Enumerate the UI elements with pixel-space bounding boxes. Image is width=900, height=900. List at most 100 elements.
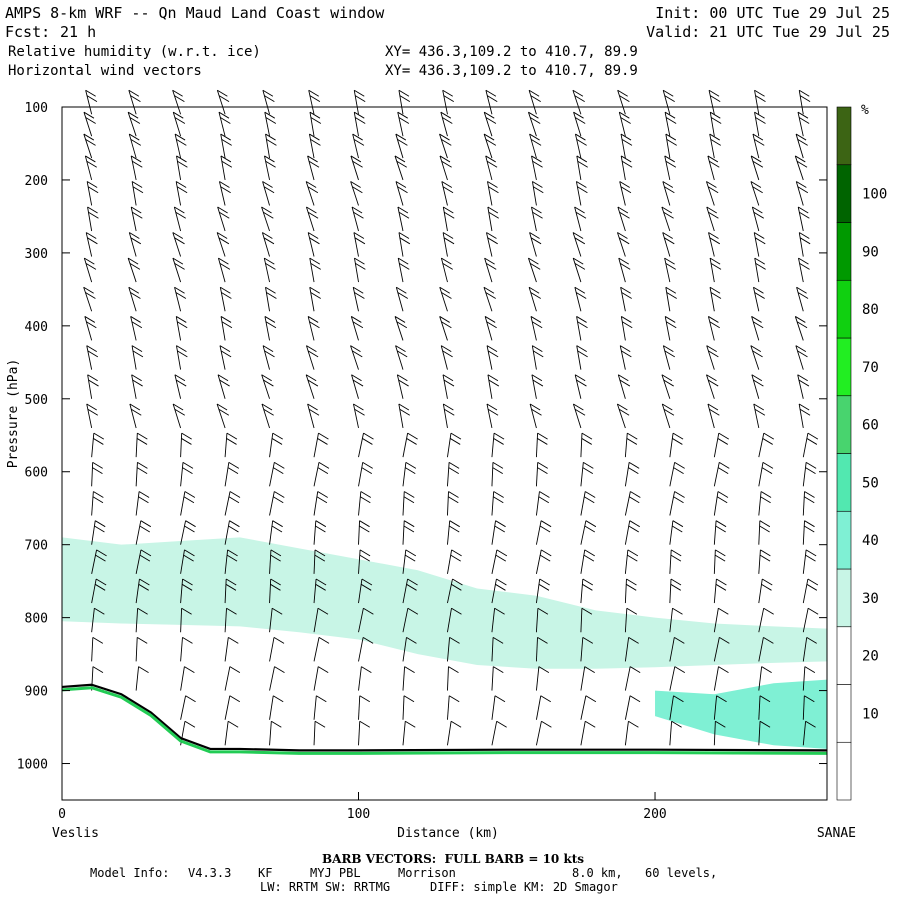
wind-barb-flag xyxy=(799,232,810,239)
wind-barb-flag xyxy=(487,206,499,214)
wind-barb-shaft xyxy=(351,206,359,232)
wind-barb-flag xyxy=(574,237,586,245)
wind-barb-shaft xyxy=(85,232,93,257)
wind-barb-flag xyxy=(354,257,365,265)
wind-barb-shaft xyxy=(358,637,364,662)
wind-barb-shaft xyxy=(91,578,97,604)
wind-barb-flag xyxy=(530,316,542,323)
wind-barb-shaft xyxy=(224,637,229,662)
wind-barb-shaft xyxy=(661,206,671,232)
wind-barb-shaft xyxy=(662,345,671,370)
wind-barb-flag xyxy=(799,211,810,219)
wind-barb-flag xyxy=(403,695,415,703)
wind-barb-shaft xyxy=(580,721,586,746)
wind-barb-flag xyxy=(397,206,409,214)
wind-barb-shaft xyxy=(669,721,673,746)
wind-barb-shaft xyxy=(91,491,94,516)
wind-barb-flag xyxy=(575,292,587,299)
wind-barb-flag xyxy=(665,160,677,168)
wind-barb-flag xyxy=(582,578,594,586)
wind-barb-flag xyxy=(363,432,374,440)
wind-barb-shaft xyxy=(706,181,715,206)
wind-barb-flag xyxy=(576,316,587,323)
wind-barb-shaft xyxy=(264,112,270,137)
wind-barb-flag xyxy=(87,350,99,358)
wind-barb-flag xyxy=(88,379,99,387)
colorbar-segment xyxy=(836,337,852,397)
wind-barb-flag xyxy=(318,461,330,469)
wind-barb-flag xyxy=(175,379,187,387)
wind-barb-shaft xyxy=(624,520,631,545)
wind-barb-flag xyxy=(359,720,370,728)
wind-barb-shaft xyxy=(713,520,717,545)
wind-barb-flag xyxy=(577,186,588,194)
wind-barb-flag xyxy=(87,408,99,416)
wind-barb-shaft xyxy=(309,112,315,137)
wind-barb-flag xyxy=(307,316,319,323)
wind-barb-flag xyxy=(229,666,241,673)
wind-barb-shaft xyxy=(135,520,142,545)
wind-barb-shaft xyxy=(535,608,539,633)
wind-barb-shaft xyxy=(216,90,226,115)
wind-barb-flag xyxy=(227,720,239,728)
wind-barb-shaft xyxy=(754,257,760,283)
wind-barb-flag xyxy=(618,408,630,416)
wind-barb-shaft xyxy=(224,579,227,604)
wind-barb-flag xyxy=(87,237,98,245)
wind-barb-shaft xyxy=(439,316,448,341)
wind-barb-flag xyxy=(753,211,765,219)
wind-barb-shaft xyxy=(174,133,182,159)
wind-barb-flag xyxy=(217,206,228,214)
wind-barb-flag xyxy=(317,607,329,615)
wind-barb-shaft xyxy=(447,549,453,574)
wind-barb-shaft xyxy=(358,695,361,720)
wind-barb-flag xyxy=(540,549,552,557)
wind-barb-flag xyxy=(306,206,317,214)
wind-barb-flag xyxy=(216,403,228,411)
wind-barb-shaft xyxy=(491,637,494,662)
wind-barb-flag xyxy=(85,232,97,239)
wind-barb-shaft xyxy=(669,579,672,604)
wind-barb-flag xyxy=(663,379,674,387)
wind-barb-flag xyxy=(363,607,374,615)
wind-barb-flag xyxy=(806,438,818,445)
wind-barb-flag xyxy=(449,637,460,644)
wind-barb-flag xyxy=(484,111,495,119)
wind-barb-shaft xyxy=(707,403,715,429)
wind-barb-shaft xyxy=(485,155,493,181)
wind-barb-flag xyxy=(710,138,721,146)
wind-barb-flag xyxy=(127,111,139,119)
wind-barb-shaft xyxy=(135,549,142,574)
wind-barb-flag xyxy=(359,549,371,557)
wind-barb-flag xyxy=(529,117,541,124)
wind-barb-shaft xyxy=(580,491,586,516)
wind-barb-flag xyxy=(805,549,817,557)
wind-barb-shaft xyxy=(447,520,451,545)
wind-barb-flag xyxy=(755,117,766,124)
wind-barb-flag xyxy=(629,666,641,673)
wind-barb-flag xyxy=(496,549,508,557)
wind-barb-shaft xyxy=(447,462,450,487)
wind-barb-flag xyxy=(128,286,140,294)
wind-barb-flag xyxy=(572,89,584,97)
wind-barb-flag xyxy=(264,155,275,163)
wind-barb-flag xyxy=(529,133,540,141)
wind-barb-flag xyxy=(797,138,808,146)
wind-barb-shaft xyxy=(180,608,183,633)
wind-barb-shaft xyxy=(662,232,671,257)
wind-barb-flag xyxy=(487,181,498,188)
wind-barb-flag xyxy=(403,496,415,504)
wind-barb-flag xyxy=(354,95,366,102)
wind-barb-flag xyxy=(440,111,452,119)
wind-barb-flag xyxy=(496,578,507,586)
wind-barb-shaft xyxy=(753,287,760,312)
wind-barb-shaft xyxy=(707,316,715,341)
wind-barb-flag xyxy=(217,374,229,382)
wind-barb-shaft xyxy=(535,491,540,516)
wind-barb-flag xyxy=(492,637,504,644)
wind-barb-shaft xyxy=(535,666,540,691)
wind-barb-shaft xyxy=(402,462,407,487)
wind-barb-shaft xyxy=(265,133,271,159)
wind-barb-flag xyxy=(136,438,148,445)
wind-barb-flag xyxy=(621,350,632,358)
